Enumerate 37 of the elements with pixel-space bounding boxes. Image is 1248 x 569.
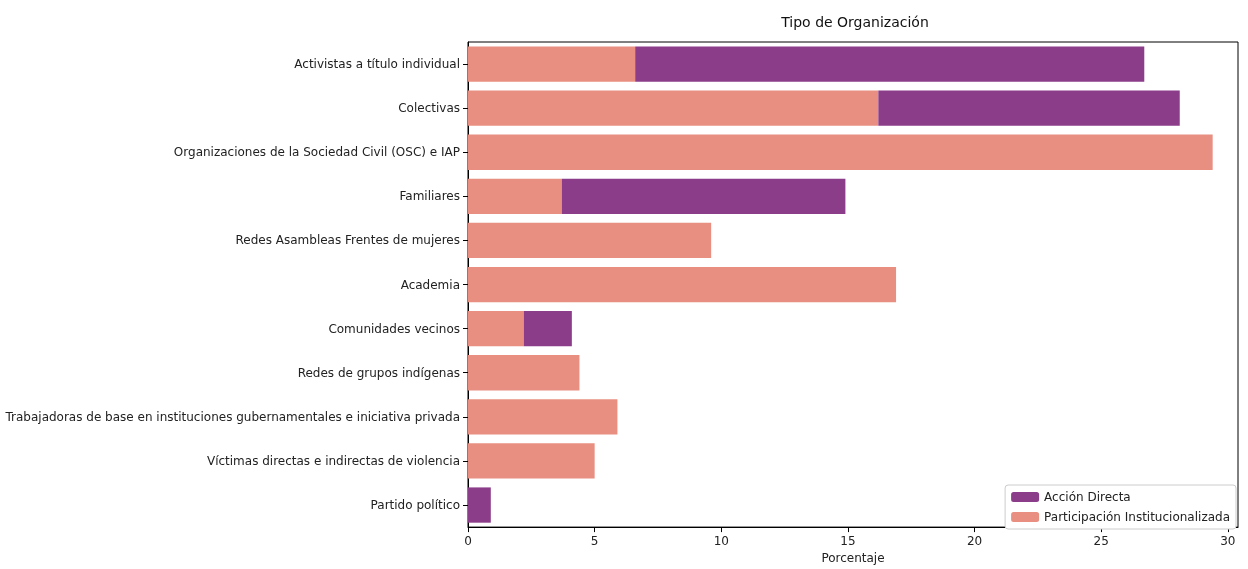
y-tick-label: Redes de grupos indígenas bbox=[297, 365, 460, 380]
bar bbox=[523, 311, 572, 347]
chart-title: Tipo de Organización bbox=[780, 14, 929, 30]
bar bbox=[468, 222, 712, 259]
y-tick-label: Redes Asambleas Frentes de mujeres bbox=[235, 233, 460, 248]
bar bbox=[878, 90, 1180, 126]
legend-label: Acción Directa bbox=[1044, 490, 1131, 504]
bar bbox=[468, 46, 636, 82]
x-tick-label: 20 bbox=[966, 534, 983, 549]
bar bbox=[468, 443, 595, 479]
y-tick-label: Trabajadoras de base en instituciones gubernamentales e iniciativa privada bbox=[4, 409, 460, 424]
y-tick-label: Academia bbox=[400, 277, 460, 292]
bar bbox=[468, 487, 491, 523]
y-tick-label: Partido político bbox=[370, 498, 460, 513]
y-tick-label: Organizaciones de la Sociedad Civil (OSC) e IAP bbox=[173, 145, 460, 160]
bar bbox=[468, 178, 562, 214]
bar bbox=[468, 266, 897, 303]
x-tick-label: 25 bbox=[1093, 534, 1109, 549]
x-axis-title: Porcentaje bbox=[821, 551, 885, 565]
bar bbox=[468, 355, 580, 391]
legend-label: Participación Institucionalizada bbox=[1044, 510, 1230, 524]
x-tick-label: 30 bbox=[1220, 534, 1236, 549]
y-tick-label: Activistas a título individual bbox=[294, 57, 460, 72]
bar bbox=[635, 46, 1145, 82]
x-tick-label: 5 bbox=[590, 534, 599, 549]
bar bbox=[468, 90, 879, 126]
bar bbox=[561, 178, 846, 214]
y-tick-label: Víctimas directas e indirectas de violencia bbox=[206, 453, 460, 468]
bar bbox=[468, 399, 618, 435]
bar bbox=[468, 311, 524, 347]
x-tick-label: 15 bbox=[840, 534, 856, 549]
x-tick-label: 0 bbox=[464, 534, 472, 549]
y-tick-label: Colectivas bbox=[398, 101, 460, 116]
x-tick-label: 10 bbox=[713, 534, 729, 549]
bar bbox=[468, 134, 1213, 170]
y-tick-label: Familiares bbox=[399, 189, 460, 204]
y-tick-label: Comunidades vecinos bbox=[328, 321, 460, 336]
